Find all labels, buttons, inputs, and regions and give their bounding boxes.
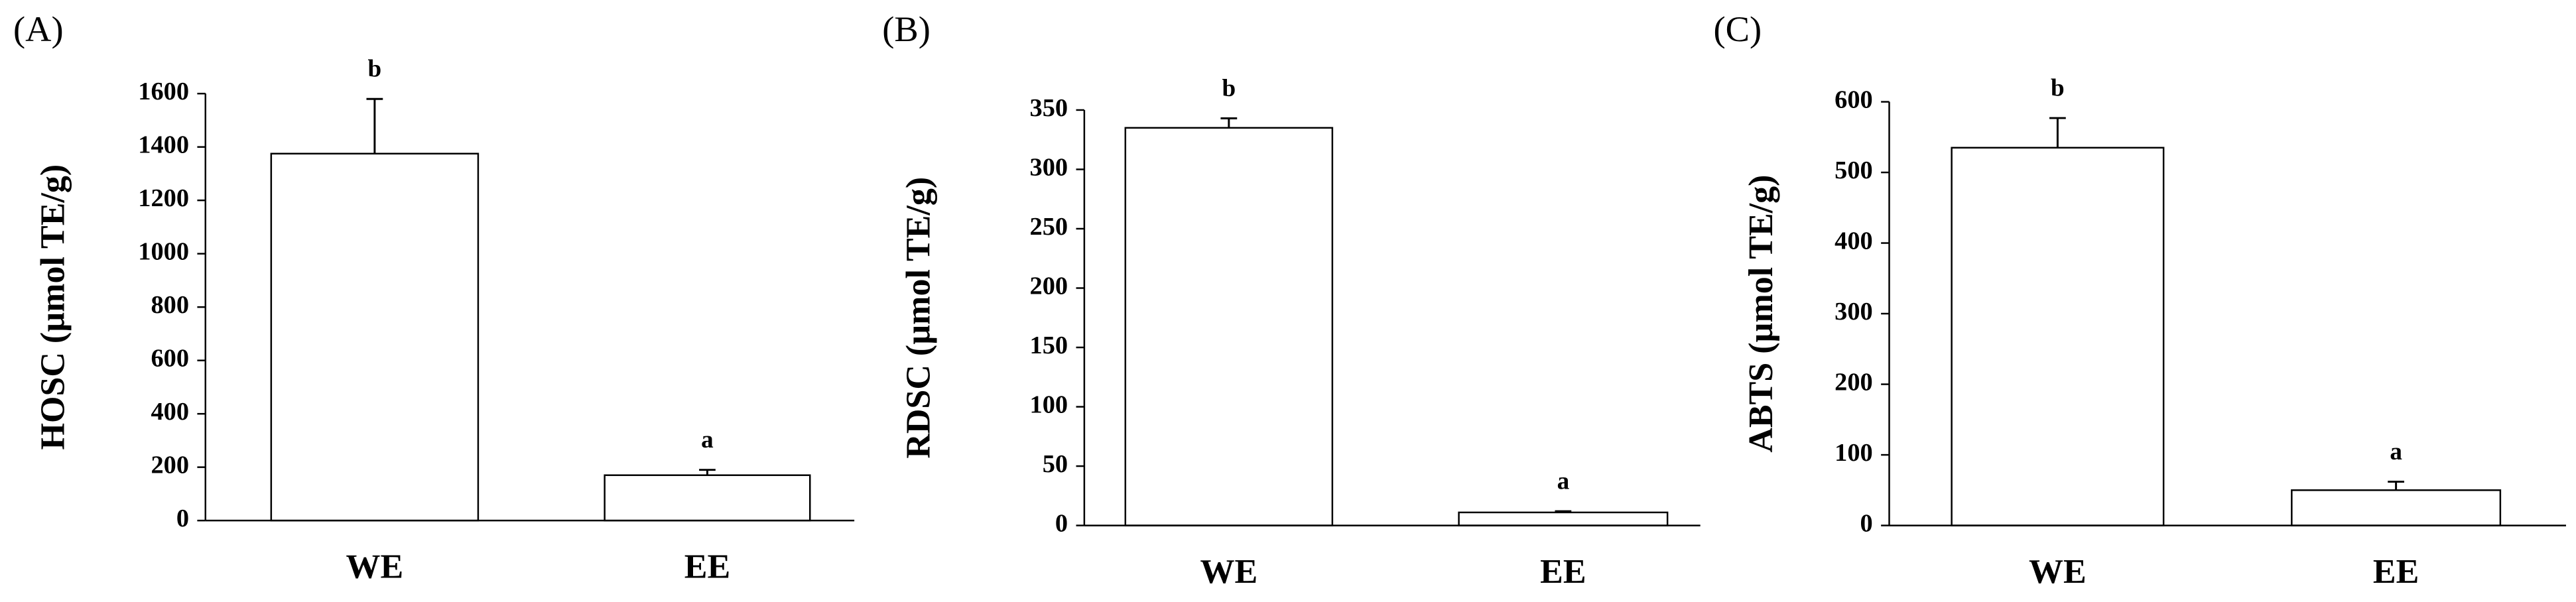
y-tick-label: 400: [151, 398, 189, 426]
bar: [1951, 147, 2165, 526]
y-axis-label: ABTS (µmol TE/g): [1742, 175, 1780, 453]
x-tick-label: EE: [2373, 553, 2419, 591]
y-tick-label: 350: [1030, 94, 1068, 122]
x-tick-label: EE: [1540, 553, 1586, 591]
x-tick-label: WE: [2029, 553, 2087, 591]
annotation: a: [2390, 438, 2402, 465]
y-tick-label: 0: [1860, 509, 1873, 537]
y-tick-label: 400: [1835, 227, 1873, 255]
annotation: b: [1222, 75, 1236, 102]
bar: [270, 152, 480, 522]
annotation: a: [1557, 468, 1570, 495]
annotation: b: [368, 56, 382, 83]
y-axis-label: HOSC (µmol TE/g): [34, 164, 72, 450]
y-tick-label: 300: [1835, 298, 1873, 326]
y-tick-label: 200: [1030, 272, 1068, 300]
panel-label: (A): [13, 9, 64, 49]
panel-label: (C): [1713, 9, 1762, 49]
y-tick-label: 150: [1030, 331, 1068, 359]
y-tick-label: 600: [1835, 86, 1873, 113]
x-tick-label: WE: [1200, 553, 1257, 591]
x-tick-label: EE: [684, 548, 730, 585]
annotation: a: [701, 426, 714, 453]
y-tick-label: 1000: [138, 237, 189, 265]
y-tick-label: 500: [1835, 156, 1873, 184]
bar: [604, 474, 811, 522]
y-tick-label: 0: [176, 505, 189, 532]
y-tick-label: 300: [1030, 153, 1068, 181]
y-tick-label: 800: [151, 291, 189, 319]
y-axis-label: RDSC (µmol TE/g): [900, 177, 938, 459]
y-tick-label: 100: [1835, 439, 1873, 467]
bar: [1458, 511, 1669, 526]
x-tick-label: WE: [346, 548, 404, 585]
y-tick-label: 1600: [138, 78, 189, 105]
y-tick-label: 600: [151, 344, 189, 372]
y-tick-label: 50: [1043, 450, 1068, 478]
y-tick-label: 200: [1835, 368, 1873, 396]
y-tick-label: 1400: [138, 131, 189, 158]
y-tick-label: 1200: [138, 184, 189, 212]
bar: [2291, 489, 2502, 526]
y-tick-label: 200: [151, 451, 189, 479]
panel-label: (B): [882, 9, 931, 49]
y-tick-label: 0: [1055, 509, 1068, 537]
y-tick-label: 250: [1030, 213, 1068, 241]
bar: [1124, 127, 1334, 526]
y-tick-label: 100: [1030, 391, 1068, 418]
annotation: b: [2051, 74, 2065, 101]
